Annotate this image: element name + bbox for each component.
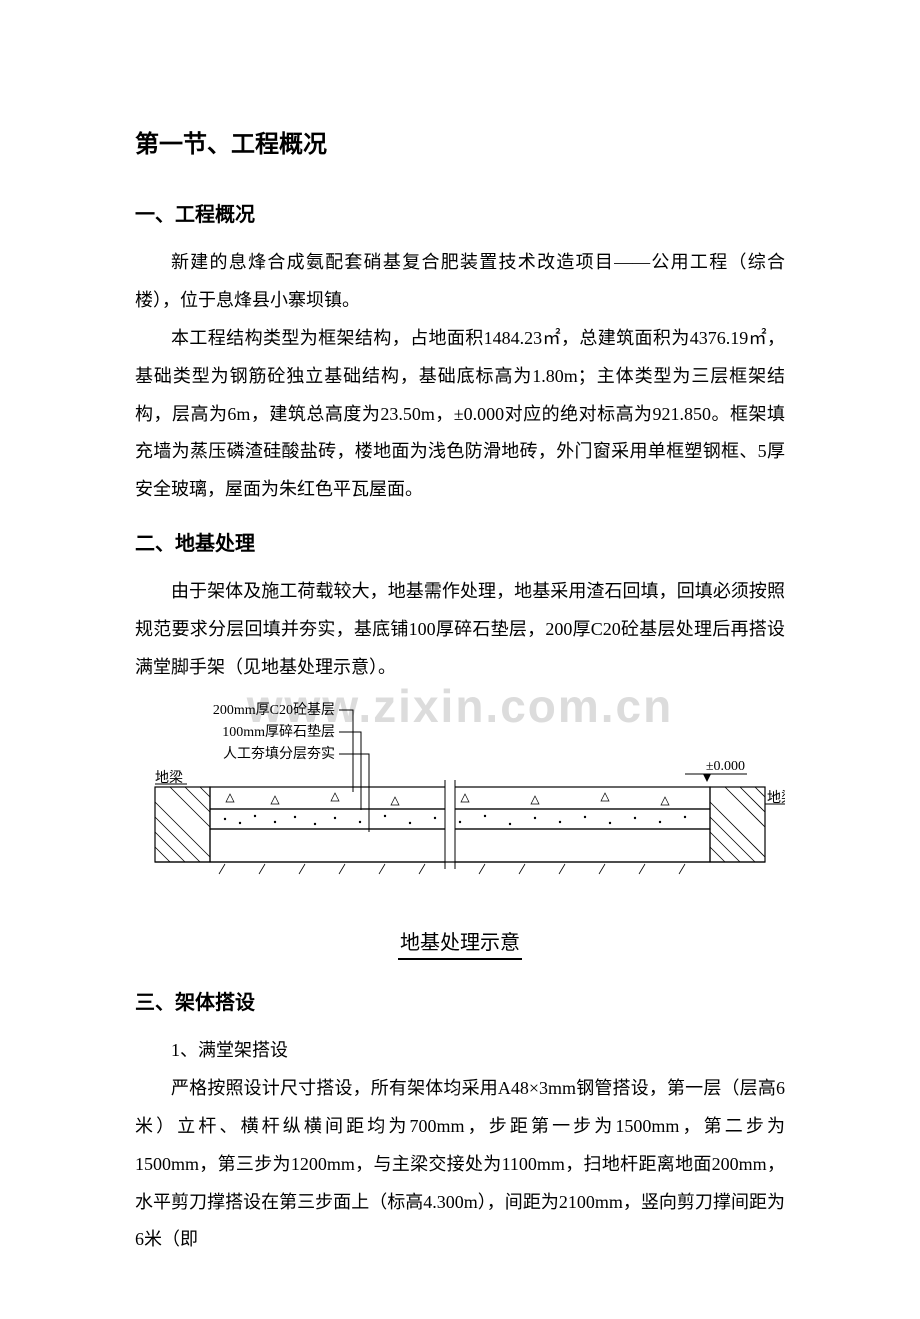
sub-heading-1: 一、工程概况: [135, 194, 785, 236]
layer1-label: 200mm厚C20砼基层: [213, 701, 335, 718]
compacted-fill-layer: [210, 829, 710, 862]
sub-heading-2: 二、地基处理: [135, 523, 785, 565]
right-grade-beam: [710, 787, 765, 862]
section-heading: 第一节、工程概况: [135, 120, 785, 170]
foundation-diagram: www.zixin.com.cn 200mm厚C20砼基层 100mm厚碎石垫层…: [135, 692, 785, 902]
paragraph-2: 本工程结构类型为框架结构，占地面积1484.23㎡，总建筑面积为4376.19㎡…: [135, 320, 785, 509]
paragraph-5: 严格按照设计尺寸搭设，所有架体均采用A48×3mm钢管搭设，第一层（层高6米）立…: [135, 1070, 785, 1259]
c20-layer: [210, 787, 710, 809]
diagram-caption: 地基处理示意: [135, 922, 785, 964]
paragraph-1: 新建的息烽合成氨配套硝基复合肥装置技术改造项目——公用工程（综合楼），位于息烽县…: [135, 244, 785, 320]
sub-heading-3: 三、架体搭设: [135, 982, 785, 1024]
paragraph-4: 1、满堂架搭设: [135, 1032, 785, 1070]
paragraph-3: 由于架体及施工荷载较大，地基需作处理，地基采用渣石回填，回填必须按照规范要求分层…: [135, 573, 785, 686]
layer3-label: 人工夯填分层夯实: [223, 746, 335, 762]
elevation-label: ±0.000: [706, 759, 745, 774]
layer2-label: 100mm厚碎石垫层: [222, 724, 335, 740]
left-grade-beam: [155, 787, 210, 862]
